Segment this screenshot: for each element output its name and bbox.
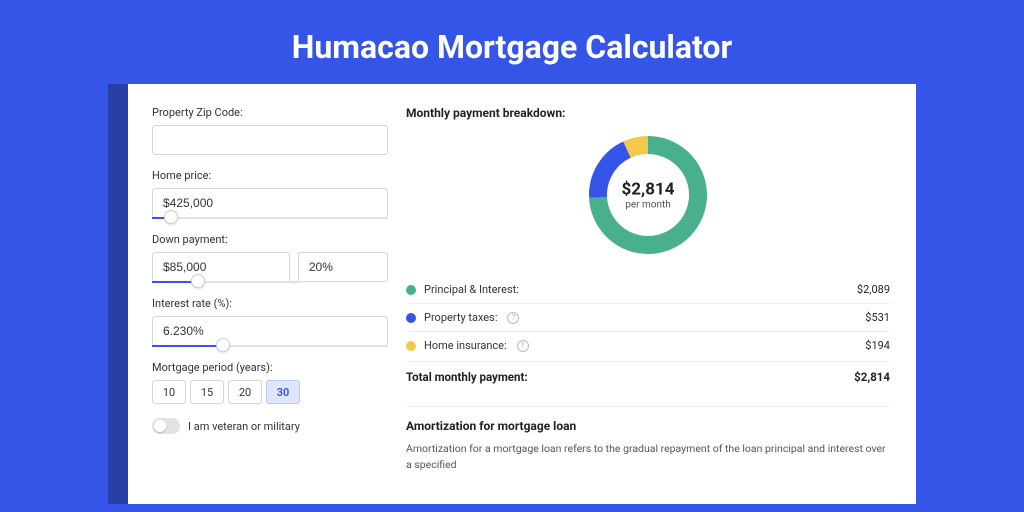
- legend-label: Principal & Interest:: [424, 283, 519, 296]
- legend-row: Principal & Interest: $2,089: [406, 276, 890, 304]
- down-payment-group: Down payment:: [152, 233, 388, 283]
- legend-swatch: [406, 285, 416, 295]
- period-btn-20[interactable]: 20: [228, 380, 262, 404]
- interest-slider[interactable]: [152, 345, 388, 347]
- breakdown-title: Monthly payment breakdown:: [406, 106, 890, 120]
- breakdown-column: Monthly payment breakdown: $2,814 per mo…: [388, 84, 916, 504]
- period-btn-30[interactable]: 30: [266, 380, 300, 404]
- zip-label: Property Zip Code:: [152, 106, 388, 119]
- zip-input[interactable]: [152, 125, 388, 155]
- period-group: Mortgage period (years): 10152030: [152, 361, 388, 404]
- legend-row: Property taxes:? $531: [406, 304, 890, 332]
- amortization-text: Amortization for a mortgage loan refers …: [406, 441, 890, 473]
- donut-chart: $2,814 per month: [585, 132, 711, 258]
- legend-value: $194: [865, 339, 890, 352]
- card-shadow: Property Zip Code: Home price: Down paym…: [108, 84, 916, 504]
- legend-row: Home insurance:? $194: [406, 332, 890, 359]
- legend: Principal & Interest: $2,089 Property taxe…: [406, 276, 890, 359]
- donut-sub: per month: [622, 200, 675, 211]
- donut-amount: $2,814: [622, 180, 675, 200]
- home-price-label: Home price:: [152, 169, 388, 182]
- period-btn-10[interactable]: 10: [152, 380, 186, 404]
- calculator-card: Property Zip Code: Home price: Down paym…: [128, 84, 916, 504]
- veteran-row: I am veteran or military: [152, 418, 388, 434]
- veteran-toggle-knob: [154, 420, 166, 432]
- donut-segment-insurance: [627, 145, 648, 150]
- veteran-label: I am veteran or military: [188, 420, 300, 433]
- down-payment-percent-input[interactable]: [298, 252, 388, 282]
- home-price-group: Home price:: [152, 169, 388, 219]
- form-column: Property Zip Code: Home price: Down paym…: [128, 84, 388, 504]
- legend-value: $2,089: [857, 283, 890, 296]
- legend-label: Home insurance:: [424, 339, 507, 352]
- interest-group: Interest rate (%):: [152, 297, 388, 347]
- zip-field-group: Property Zip Code:: [152, 106, 388, 155]
- amortization-title: Amortization for mortgage loan: [406, 406, 890, 433]
- home-price-slider[interactable]: [152, 217, 388, 219]
- period-btn-15[interactable]: 15: [190, 380, 224, 404]
- down-payment-slider[interactable]: [152, 281, 301, 283]
- period-buttons: 10152030: [152, 380, 388, 404]
- total-row: Total monthly payment: $2,814: [406, 361, 890, 398]
- total-label: Total monthly payment:: [406, 370, 528, 384]
- legend-value: $531: [865, 311, 890, 324]
- donut-container: $2,814 per month: [406, 132, 890, 258]
- legend-swatch: [406, 313, 416, 323]
- down-payment-amount-input[interactable]: [152, 252, 290, 282]
- donut-center: $2,814 per month: [622, 180, 675, 211]
- info-icon[interactable]: ?: [507, 312, 519, 324]
- period-label: Mortgage period (years):: [152, 361, 388, 374]
- total-value: $2,814: [854, 370, 890, 384]
- interest-input[interactable]: [152, 316, 388, 346]
- down-payment-slider-thumb[interactable]: [191, 274, 205, 288]
- page-title: Humacao Mortgage Calculator: [0, 0, 1024, 84]
- interest-label: Interest rate (%):: [152, 297, 388, 310]
- veteran-toggle[interactable]: [152, 418, 180, 434]
- down-payment-label: Down payment:: [152, 233, 388, 246]
- interest-slider-thumb[interactable]: [216, 338, 230, 352]
- legend-swatch: [406, 341, 416, 351]
- legend-label: Property taxes:: [424, 311, 497, 324]
- home-price-input[interactable]: [152, 188, 388, 218]
- home-price-slider-thumb[interactable]: [164, 210, 178, 224]
- info-icon[interactable]: ?: [517, 340, 529, 352]
